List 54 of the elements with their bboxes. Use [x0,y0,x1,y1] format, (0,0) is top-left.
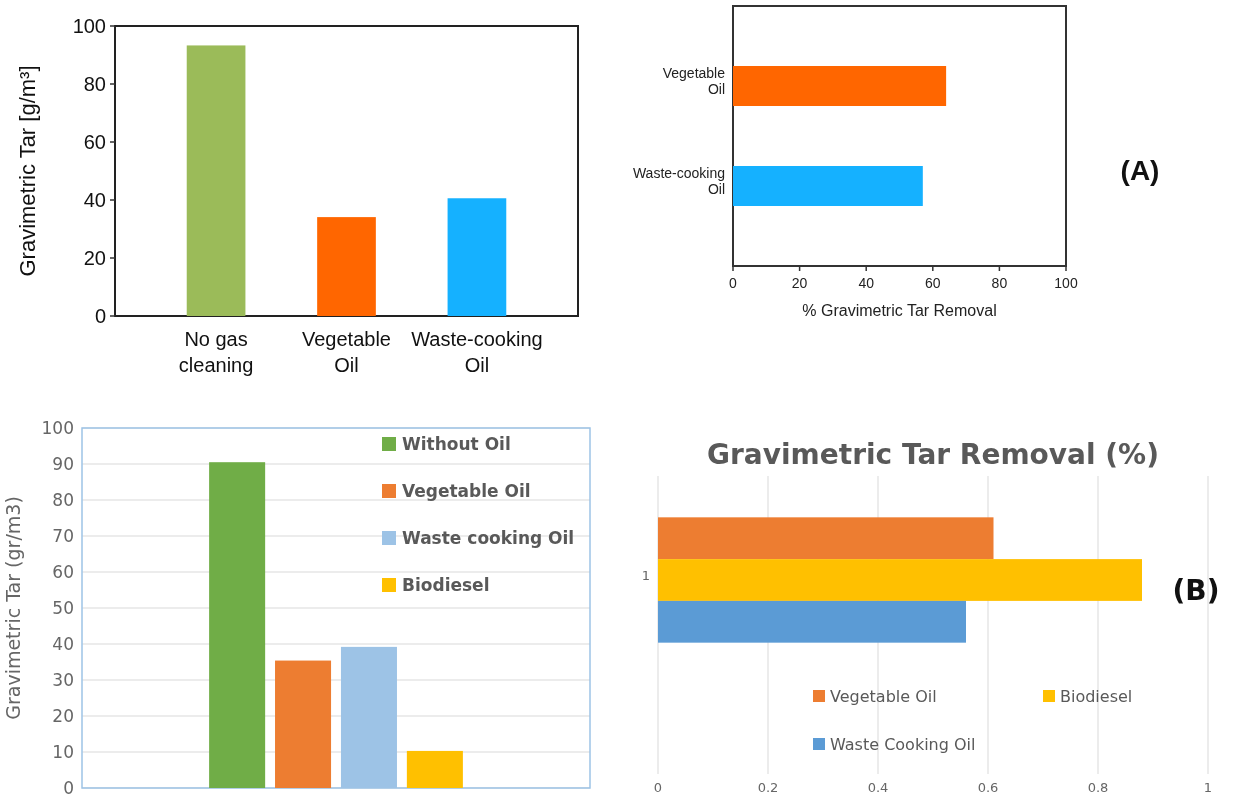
x-tick-label: 0 [653,780,663,795]
y-tick-label: 30 [52,669,74,690]
text: (A) [1120,154,1160,186]
legend-label: Vegetable Oil [402,480,531,501]
x-tick-label: 0.2 [757,780,779,795]
y-tick-label: 20 [52,705,74,726]
y-axis-title: Gravimetric Tar [g/m³] [15,65,40,277]
x-tick-label: 40 [858,275,875,291]
legend-label: Waste Cooking Oil [830,734,976,754]
y-tick-label: 40 [52,633,74,654]
x-tick-label: 80 [991,275,1008,291]
bar [209,462,266,788]
x-tick-label: Waste-cooking Oil [411,328,543,376]
bar [658,559,1142,601]
bar [186,45,246,316]
x-tick-label: Vegetable Oil [302,328,391,376]
legend-label: Biodiesel [402,574,490,595]
y-tick-label: 50 [52,597,74,618]
x-tick-label: 0.8 [1087,780,1109,795]
x-tick-label: 20 [791,275,808,291]
x-tick-label: 0 [729,275,738,291]
chart-title: Gravimetric Tar Removal (%) [707,438,1159,471]
x-tick-label: 100 [1054,275,1078,291]
x-tick-label: 1 [1203,780,1213,795]
bar [275,660,332,788]
bar [317,217,376,316]
y-tick-label: 80 [52,489,74,510]
y-tick-label: 60 [52,561,74,582]
y-tick-label: 40 [83,189,106,211]
legend-label: Waste cooking Oil [402,527,575,548]
y-tick-label: 90 [52,453,74,474]
legend-label: Without Oil [402,433,511,454]
y-tick-label: 70 [52,525,74,546]
y-tick-label: 100 [72,15,106,37]
x-tick-label: 0.6 [977,780,999,795]
annotation: (B) [1172,573,1220,607]
x-tick-label: No gas cleaning [178,328,254,376]
y-tick-label: 0 [94,305,106,327]
y-tick-label: 60 [83,131,106,153]
y-tick-label: Waste-cooking Oil [632,164,725,198]
y-tick-label: 20 [83,247,106,269]
bar [447,198,507,316]
y-tick-label: 10 [52,741,74,762]
y-axis-title: Gravimetric Tar (gr/m3) [2,496,24,720]
y-tick-label: 100 [41,417,74,438]
bar [658,600,966,643]
bar [658,517,994,560]
bar [406,750,463,788]
legend-label: Vegetable Oil [830,686,937,706]
x-tick-label: 0.4 [867,780,889,795]
x-tick-label: 60 [925,275,941,291]
x-axis-title: % Gravimetric Tar Removal [802,302,997,319]
y-tick-label: 80 [83,73,106,95]
legend-label: Biodiesel [1060,686,1133,706]
